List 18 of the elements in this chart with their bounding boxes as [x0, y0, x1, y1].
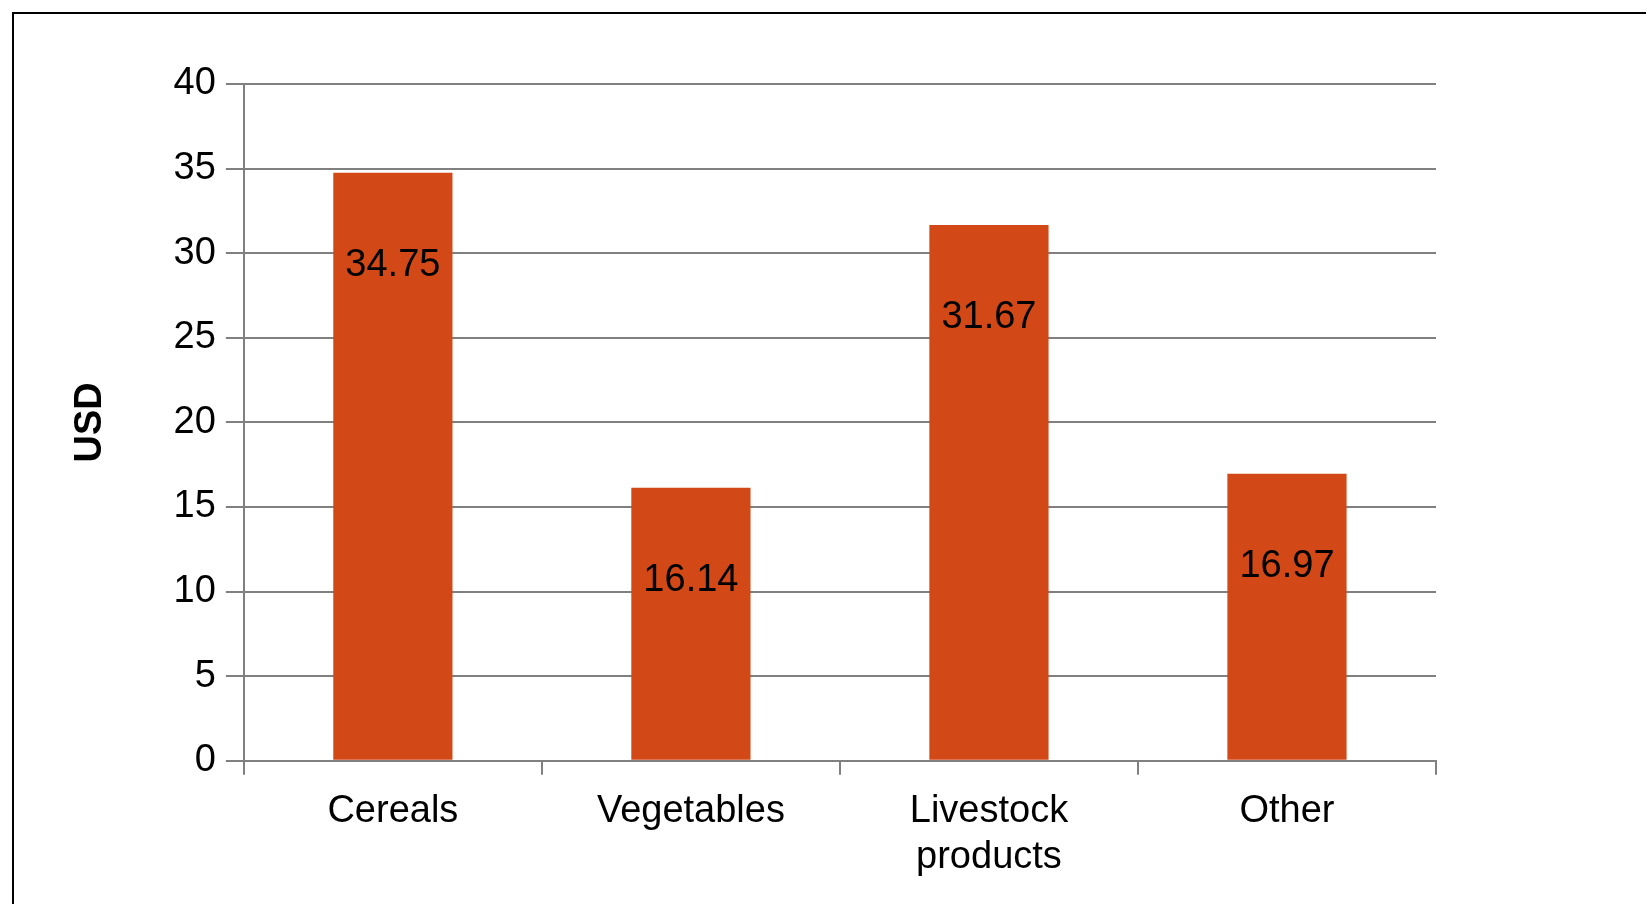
y-tick-label: 15	[173, 483, 216, 526]
y-tick-label: 10	[173, 568, 216, 611]
y-tick-label: 25	[173, 314, 216, 357]
y-tick-label: 35	[173, 145, 216, 188]
y-axis-title: USD	[67, 382, 110, 463]
data-label: 34.75	[345, 242, 441, 285]
x-tick-label: Livestock products	[909, 788, 1070, 876]
y-tick-label: 30	[173, 229, 216, 272]
x-tick-label: Other	[1239, 788, 1335, 831]
data-label: 31.67	[941, 294, 1037, 337]
data-label: 16.14	[643, 557, 739, 600]
y-tick-label: 5	[194, 652, 216, 695]
y-tick-label: 40	[173, 60, 216, 103]
data-label: 16.97	[1239, 543, 1335, 586]
x-tick-label: Vegetables	[596, 788, 785, 831]
x-tick-label: Cereals	[327, 788, 459, 831]
y-tick-label: 0	[194, 737, 216, 780]
y-tick-label: 20	[173, 398, 216, 441]
